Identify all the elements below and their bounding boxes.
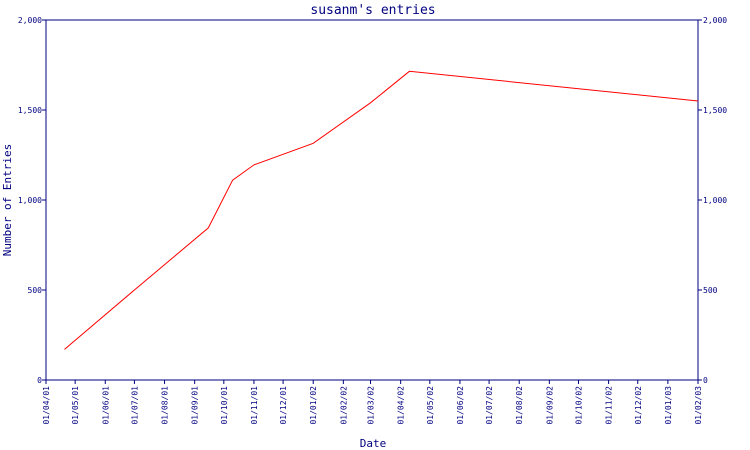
x-tick-group: 01/04/01 01/05/01 01/06/01 01/07/01 01/08/01… xyxy=(42,380,703,425)
x-tick-label: 01/08/01 xyxy=(161,386,170,425)
x-tick-label: 01/06/02 xyxy=(456,386,465,425)
y-tick-label-left: 500 xyxy=(28,286,43,295)
x-tick-label: 01/03/02 xyxy=(367,386,376,425)
y-tick-label-right: 0 xyxy=(703,376,708,385)
x-tick-label: 01/10/01 xyxy=(220,386,229,425)
plot-frame xyxy=(45,19,699,381)
x-tick-label: 01/11/01 xyxy=(250,386,259,425)
y-tick-label-right: 1,500 xyxy=(703,106,727,115)
x-tick-label: 01/12/01 xyxy=(279,386,288,425)
x-tick-label: 01/02/03 xyxy=(694,386,703,425)
x-axis-title: Date xyxy=(360,437,387,450)
y-tick-label-left: 1,000 xyxy=(18,196,42,205)
x-tick-label: 01/05/01 xyxy=(71,386,80,425)
x-tick-label: 01/04/02 xyxy=(397,386,406,425)
x-tick-label: 01/09/01 xyxy=(191,386,200,425)
x-tick-label: 01/12/02 xyxy=(634,386,643,425)
y-tick-label-left: 0 xyxy=(37,376,42,385)
y-tick-label-right: 2,000 xyxy=(703,16,727,25)
x-tick-label: 01/01/03 xyxy=(664,386,673,425)
x-tick-label: 01/01/02 xyxy=(309,386,318,425)
y-axis-title: Number of Entries xyxy=(1,144,14,257)
x-tick-label: 01/08/02 xyxy=(515,386,524,425)
y-tick-group: 0 0 500 500 1,000 1,000 1,500 1,500 2,000 2,000 xyxy=(18,16,727,385)
x-tick-label: 01/04/01 xyxy=(42,386,51,425)
x-tick-label: 01/10/02 xyxy=(574,386,583,425)
y-tick-label-right: 500 xyxy=(703,286,718,295)
y-tick-label-right: 1,000 xyxy=(703,196,727,205)
x-tick-label: 01/07/01 xyxy=(130,386,139,425)
x-tick-label: 01/02/02 xyxy=(339,386,348,425)
y-tick-label-left: 2,000 xyxy=(18,16,42,25)
x-tick-label: 01/06/01 xyxy=(101,386,110,425)
x-tick-label: 01/07/02 xyxy=(485,386,494,425)
y-tick-label-left: 1,500 xyxy=(18,106,42,115)
x-tick-label: 01/11/02 xyxy=(605,386,614,425)
series-line xyxy=(64,70,699,350)
x-tick-label: 01/05/02 xyxy=(426,386,435,425)
x-tick-label: 01/09/02 xyxy=(545,386,554,425)
chart-title: susanm's entries xyxy=(310,3,435,18)
